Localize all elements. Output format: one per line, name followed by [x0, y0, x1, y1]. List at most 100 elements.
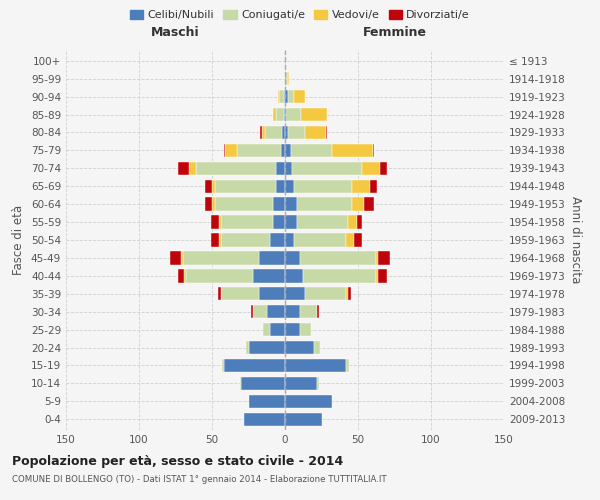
Bar: [285, 234, 294, 246]
Bar: [284, 90, 285, 104]
Bar: [288, 126, 305, 139]
Bar: [178, 162, 188, 175]
Bar: [317, 376, 319, 390]
Legend: Celibi/Nubili, Coniugati/e, Vedovi/e, Divorziati/e: Celibi/Nubili, Coniugati/e, Vedovi/e, Di…: [125, 6, 475, 25]
Bar: [284, 108, 285, 121]
Bar: [285, 412, 322, 426]
Bar: [299, 251, 376, 264]
Bar: [211, 234, 220, 246]
Bar: [221, 287, 259, 300]
Bar: [356, 216, 362, 229]
Bar: [285, 305, 299, 318]
Bar: [292, 162, 362, 175]
Text: COMUNE DI BOLLENGO (TO) - Dati ISTAT 1° gennaio 2014 - Elaborazione TUTTITALIA.I: COMUNE DI BOLLENGO (TO) - Dati ISTAT 1° …: [12, 475, 386, 484]
Bar: [259, 251, 285, 264]
Bar: [276, 162, 285, 175]
Bar: [184, 269, 186, 282]
Bar: [296, 216, 348, 229]
Bar: [380, 162, 387, 175]
Bar: [376, 251, 379, 264]
Bar: [285, 90, 288, 104]
Bar: [248, 394, 285, 408]
Bar: [221, 216, 274, 229]
Bar: [248, 341, 285, 354]
Bar: [271, 234, 285, 246]
Text: Maschi: Maschi: [151, 26, 200, 39]
Bar: [224, 359, 285, 372]
Bar: [265, 126, 282, 139]
Bar: [220, 216, 221, 229]
Bar: [259, 287, 285, 300]
Bar: [285, 180, 294, 193]
Y-axis label: Fasce di età: Fasce di età: [13, 205, 25, 275]
Bar: [294, 90, 305, 104]
Bar: [346, 287, 348, 300]
Bar: [288, 90, 294, 104]
Bar: [352, 180, 370, 193]
Bar: [186, 269, 253, 282]
Text: Femmine: Femmine: [362, 26, 427, 39]
Bar: [373, 144, 374, 157]
Bar: [346, 234, 353, 246]
Bar: [282, 126, 285, 139]
Bar: [332, 144, 373, 157]
Bar: [253, 269, 285, 282]
Bar: [279, 90, 284, 104]
Bar: [262, 126, 265, 139]
Bar: [286, 72, 288, 86]
Bar: [211, 216, 220, 229]
Bar: [221, 234, 271, 246]
Bar: [181, 251, 183, 264]
Bar: [183, 251, 259, 264]
Bar: [299, 323, 311, 336]
Bar: [278, 90, 279, 104]
Bar: [237, 144, 281, 157]
Bar: [353, 234, 362, 246]
Bar: [326, 126, 328, 139]
Bar: [215, 180, 276, 193]
Bar: [285, 251, 299, 264]
Bar: [215, 198, 274, 211]
Bar: [205, 180, 212, 193]
Bar: [286, 108, 301, 121]
Bar: [251, 305, 253, 318]
Bar: [285, 359, 346, 372]
Bar: [244, 412, 285, 426]
Bar: [376, 269, 379, 282]
Bar: [285, 287, 305, 300]
Bar: [317, 305, 319, 318]
Bar: [285, 394, 332, 408]
Bar: [260, 126, 262, 139]
Y-axis label: Anni di nascita: Anni di nascita: [569, 196, 582, 284]
Bar: [271, 323, 285, 336]
Bar: [253, 305, 268, 318]
Bar: [170, 251, 181, 264]
Bar: [302, 269, 376, 282]
Bar: [294, 234, 346, 246]
Bar: [285, 126, 288, 139]
Bar: [285, 108, 286, 121]
Bar: [268, 305, 285, 318]
Bar: [240, 376, 241, 390]
Bar: [348, 287, 351, 300]
Bar: [305, 126, 326, 139]
Bar: [285, 269, 302, 282]
Bar: [362, 162, 380, 175]
Bar: [352, 198, 364, 211]
Bar: [370, 180, 377, 193]
Bar: [285, 72, 286, 86]
Bar: [205, 198, 212, 211]
Bar: [314, 341, 320, 354]
Bar: [299, 305, 317, 318]
Bar: [379, 269, 387, 282]
Bar: [285, 323, 299, 336]
Bar: [281, 144, 285, 157]
Bar: [263, 323, 271, 336]
Bar: [288, 72, 289, 86]
Bar: [225, 144, 237, 157]
Bar: [274, 198, 285, 211]
Bar: [224, 144, 225, 157]
Bar: [196, 162, 276, 175]
Bar: [294, 180, 352, 193]
Bar: [285, 162, 292, 175]
